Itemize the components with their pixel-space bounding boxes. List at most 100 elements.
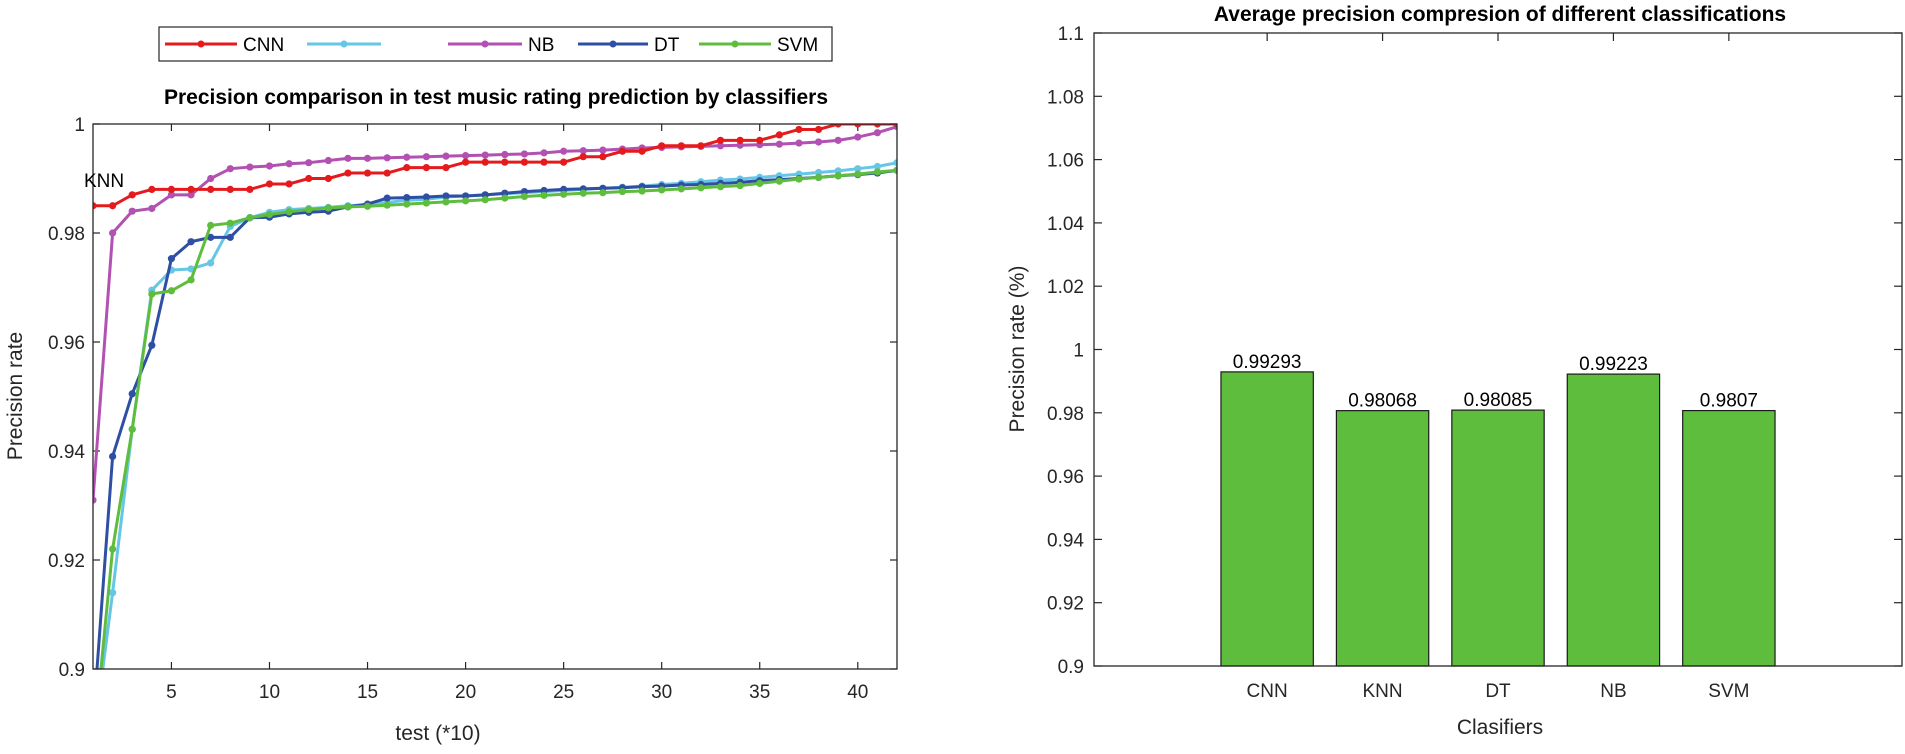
series-point-cnn — [873, 124, 881, 128]
series-point-svm — [501, 194, 509, 202]
line-y-tick-label: 0.96 — [48, 333, 85, 354]
series-point-cnn — [520, 158, 529, 166]
series-point-cnn — [579, 153, 587, 161]
series-point-nb — [324, 156, 332, 165]
series-point-cnn — [501, 158, 509, 166]
series-point-dt — [403, 193, 411, 202]
series-point-cnn — [697, 142, 705, 150]
series-point-svm — [736, 181, 744, 190]
series-point-nb — [109, 229, 117, 237]
series-point-nb — [422, 153, 430, 161]
series-point-cnn — [442, 164, 450, 172]
bar-category-label-knn: KNN — [1363, 681, 1403, 702]
series-point-knn — [854, 165, 862, 173]
series-point-nb — [854, 133, 862, 141]
bar-y-tick-label: 1.02 — [1047, 277, 1084, 298]
bar-y-tick-label: 0.96 — [1047, 467, 1084, 488]
series-point-nb — [187, 191, 195, 199]
series-point-nb — [148, 204, 156, 213]
series-point-cnn — [109, 202, 117, 210]
bar-y-tick-label: 1.08 — [1047, 87, 1084, 108]
series-point-dt — [167, 255, 176, 263]
line-y-tick-label: 0.9 — [59, 660, 85, 681]
line-plot-area — [93, 124, 897, 669]
line-x-tick-label: 10 — [259, 682, 280, 703]
series-point-nb — [344, 154, 352, 162]
bar-y-tick-label: 1 — [1073, 341, 1084, 362]
bar-series-group: 0.99293 0.98068 0.98085 0.99223 0.9807 — [1220, 352, 1776, 667]
bar-cnn — [1220, 371, 1314, 667]
series-point-dt — [207, 233, 215, 241]
series-point-dt — [148, 341, 156, 349]
series-nb — [93, 124, 897, 504]
series-point-cnn — [756, 136, 764, 144]
legend-label-svm: SVM — [777, 35, 818, 56]
series-point-svm — [305, 205, 313, 214]
series-point-svm — [481, 196, 489, 204]
series-point-cnn — [403, 164, 411, 172]
legend-label-cnn: CNN — [243, 35, 284, 56]
bar-y-tick-label: 1.04 — [1047, 214, 1084, 235]
series-point-svm — [148, 290, 156, 298]
series-point-nb — [520, 150, 529, 158]
legend-marker-cnn — [197, 40, 205, 48]
series-point-svm — [167, 287, 176, 295]
bar-y-tick-label: 0.94 — [1047, 530, 1084, 551]
line-y-tick-label: 0.94 — [48, 442, 85, 463]
series-point-cnn — [599, 153, 607, 161]
series-point-nb — [599, 146, 607, 154]
series-point-nb — [226, 165, 234, 173]
series-point-svm — [285, 208, 293, 216]
series-point-svm — [638, 187, 646, 195]
series-point-svm — [226, 219, 234, 227]
series-point-cnn — [481, 158, 489, 166]
series-point-nb — [363, 154, 372, 162]
series-point-dt — [109, 452, 117, 461]
bar-svm — [1682, 409, 1776, 667]
bar-nb — [1566, 373, 1661, 667]
bar-plot-frame — [1093, 32, 1903, 667]
series-point-cnn — [207, 185, 215, 193]
series-cnn — [93, 124, 897, 210]
series-point-nb — [167, 191, 176, 199]
bar-chart-title: Average precision compresion of differen… — [1214, 3, 1786, 26]
series-point-svm — [246, 214, 254, 222]
legend-item-nb: NB — [448, 35, 554, 56]
series-point-nb — [383, 154, 391, 162]
series-point-nb — [814, 138, 823, 146]
bar-y-tick-label: 1.1 — [1058, 24, 1084, 45]
series-point-knn — [89, 742, 96, 749]
bar-value-label-cnn: 0.99293 — [1233, 352, 1302, 373]
bar-value-label-nb: 0.99223 — [1579, 354, 1648, 375]
bar-x-axis-label: Clasifiers — [1457, 716, 1543, 739]
series-point-cnn — [363, 169, 372, 177]
series-point-svm — [697, 184, 705, 192]
series-point-cnn — [246, 185, 254, 193]
series-point-knn — [207, 259, 215, 267]
legend-item-svm: SVM — [699, 35, 818, 56]
line-y-axis-label: Precision rate — [4, 332, 27, 460]
line-y-tick-label: 0.98 — [48, 224, 85, 245]
line-y-tick-label: 0.92 — [48, 551, 85, 572]
bar-chart: Average precision compresion of differen… — [1006, 3, 1903, 739]
line-x-tick-label: 5 — [166, 682, 177, 703]
bar-knn — [1335, 410, 1430, 667]
bar-x-tick-labels: CNN KNN DT NB SVM — [1247, 681, 1750, 702]
legend-marker-knn — [340, 40, 348, 48]
series-point-cnn — [187, 185, 195, 193]
bar-value-label-dt: 0.98085 — [1464, 390, 1533, 411]
series-point-cnn — [716, 136, 725, 144]
bar-category-label-cnn: CNN — [1247, 681, 1288, 702]
series-point-svm — [265, 210, 274, 219]
series-point-nb — [93, 496, 97, 504]
knn-annotation: KNN — [84, 171, 124, 192]
line-x-tick-label: 30 — [651, 682, 672, 703]
bar-y-tick-label: 0.9 — [1058, 657, 1084, 678]
series-point-svm — [677, 185, 685, 193]
series-point-dt — [89, 720, 96, 727]
bar-y-tick-label: 0.92 — [1047, 594, 1084, 615]
series-point-svm — [383, 201, 391, 209]
series-point-svm — [854, 170, 862, 178]
legend: CNN NB DT SVM — [158, 26, 833, 62]
